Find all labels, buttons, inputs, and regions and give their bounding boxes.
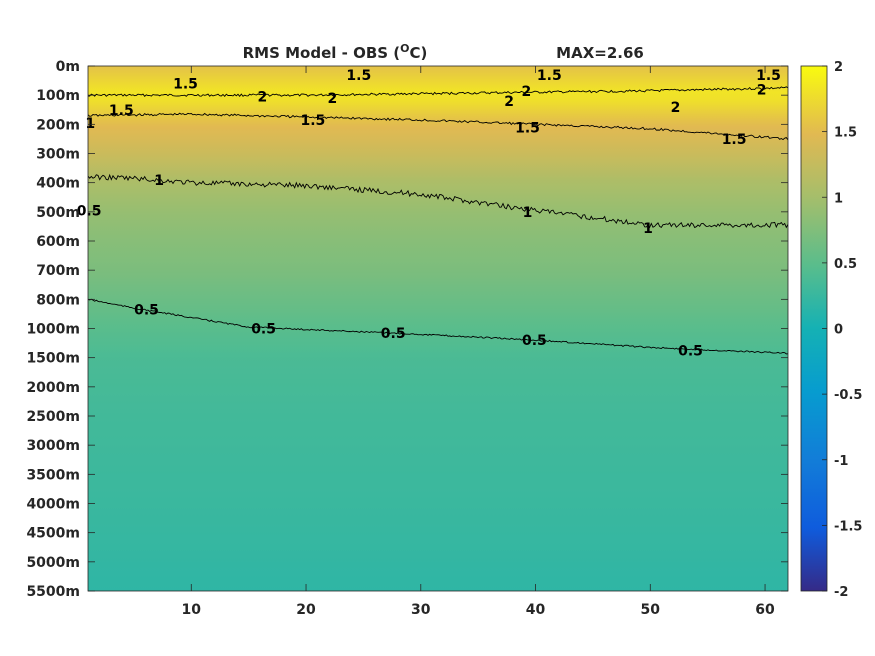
- colorbar-tick-label: 1: [834, 191, 843, 206]
- colorbar-tick-label: 2: [834, 60, 843, 75]
- colorbar: 2 1.5 1 0.5 0 -0.5 -1 -1.5 -2: [800, 60, 862, 600]
- x-tick-label: 40: [526, 602, 546, 618]
- y-tick-label: 800m: [36, 292, 80, 308]
- contour-label: 1: [643, 221, 653, 237]
- y-tick-label: 3000m: [26, 438, 80, 454]
- y-tick-label: 5000m: [26, 555, 80, 571]
- contour-label: 2: [258, 90, 268, 106]
- contour-label: 1: [154, 173, 164, 189]
- colorbar-tick-label: 0: [834, 323, 843, 338]
- y-tick-label: 3500m: [26, 467, 80, 483]
- contour-line-0.5: [88, 298, 788, 355]
- y-tick-label: 2000m: [26, 380, 80, 396]
- y-tick-label: 4000m: [26, 497, 80, 513]
- colorbar-tick-label: 1.5: [834, 126, 857, 141]
- y-tick-label: 100m: [36, 88, 80, 104]
- x-tick-label: 20: [296, 602, 316, 618]
- contour-label: 1.5: [300, 113, 325, 129]
- max-value-label: MAX=2.66: [556, 44, 644, 62]
- contour-line-1.5: [88, 112, 788, 141]
- y-axis: 0m 100m 200m 300m 400m 500m 600m 700m 800m 1000m 1…: [26, 59, 788, 600]
- colorbar-tick-label: -0.5: [834, 388, 862, 403]
- contour-label: 1.5: [346, 68, 371, 84]
- contour-label: 1.5: [722, 132, 747, 148]
- contour-label: 1.5: [537, 68, 562, 84]
- contour-label: 2: [757, 82, 767, 98]
- contour-label: 1.5: [756, 68, 781, 84]
- contour-line-2: [88, 86, 788, 98]
- y-tick-label: 4500m: [26, 526, 80, 542]
- colorbar-tick-label: -1.5: [834, 519, 862, 534]
- chart-title: RMS Model - OBS (OC): [243, 42, 428, 62]
- contour-label: 0.5: [251, 322, 276, 338]
- contour-label: 1.5: [515, 120, 540, 136]
- y-tick-label: 200m: [36, 117, 80, 133]
- x-axis: 10 20 30 40 50 60: [182, 66, 775, 618]
- y-tick-label: 0m: [56, 59, 80, 75]
- y-tick-label: 500m: [36, 205, 80, 221]
- contour-label: 2: [328, 91, 338, 107]
- y-tick-label: 2500m: [26, 409, 80, 425]
- x-tick-label: 30: [411, 602, 431, 618]
- contour-label: 2: [504, 94, 514, 110]
- contour-label: 0.5: [134, 303, 159, 319]
- colorbar-tick-label: -1: [834, 454, 848, 469]
- colorbar-gradient: [800, 65, 828, 592]
- contour-label: 1.5: [173, 77, 198, 93]
- y-tick-label: 300m: [36, 147, 80, 163]
- contour-label: 1.5: [109, 103, 134, 119]
- heatmap-field: [88, 66, 788, 591]
- y-tick-label: 5500m: [26, 584, 80, 600]
- x-tick-label: 60: [755, 602, 775, 618]
- contour-label: 2: [671, 100, 681, 116]
- y-tick-label: 1000m: [26, 322, 80, 338]
- heatmap-gradient: [88, 66, 788, 591]
- x-tick-label: 50: [641, 602, 661, 618]
- contour-label: 1: [85, 116, 95, 132]
- y-tick-label: 700m: [36, 263, 80, 279]
- contour-label: 1: [523, 205, 533, 221]
- colorbar-tick-label: 0.5: [834, 257, 857, 272]
- contour-line-1: [88, 173, 788, 229]
- contour-label: 0.5: [77, 203, 102, 219]
- contour-label: 0.5: [678, 343, 703, 359]
- x-tick-label: 10: [182, 602, 202, 618]
- contour-lines: [88, 86, 788, 355]
- contour-label: 0.5: [522, 333, 547, 349]
- contour-label: 2: [522, 84, 532, 100]
- contour-label: 0.5: [381, 326, 406, 342]
- y-tick-label: 1500m: [26, 351, 80, 367]
- y-tick-label: 600m: [36, 234, 80, 250]
- y-tick-label: 400m: [36, 176, 80, 192]
- colorbar-tick-label: -2: [834, 585, 848, 600]
